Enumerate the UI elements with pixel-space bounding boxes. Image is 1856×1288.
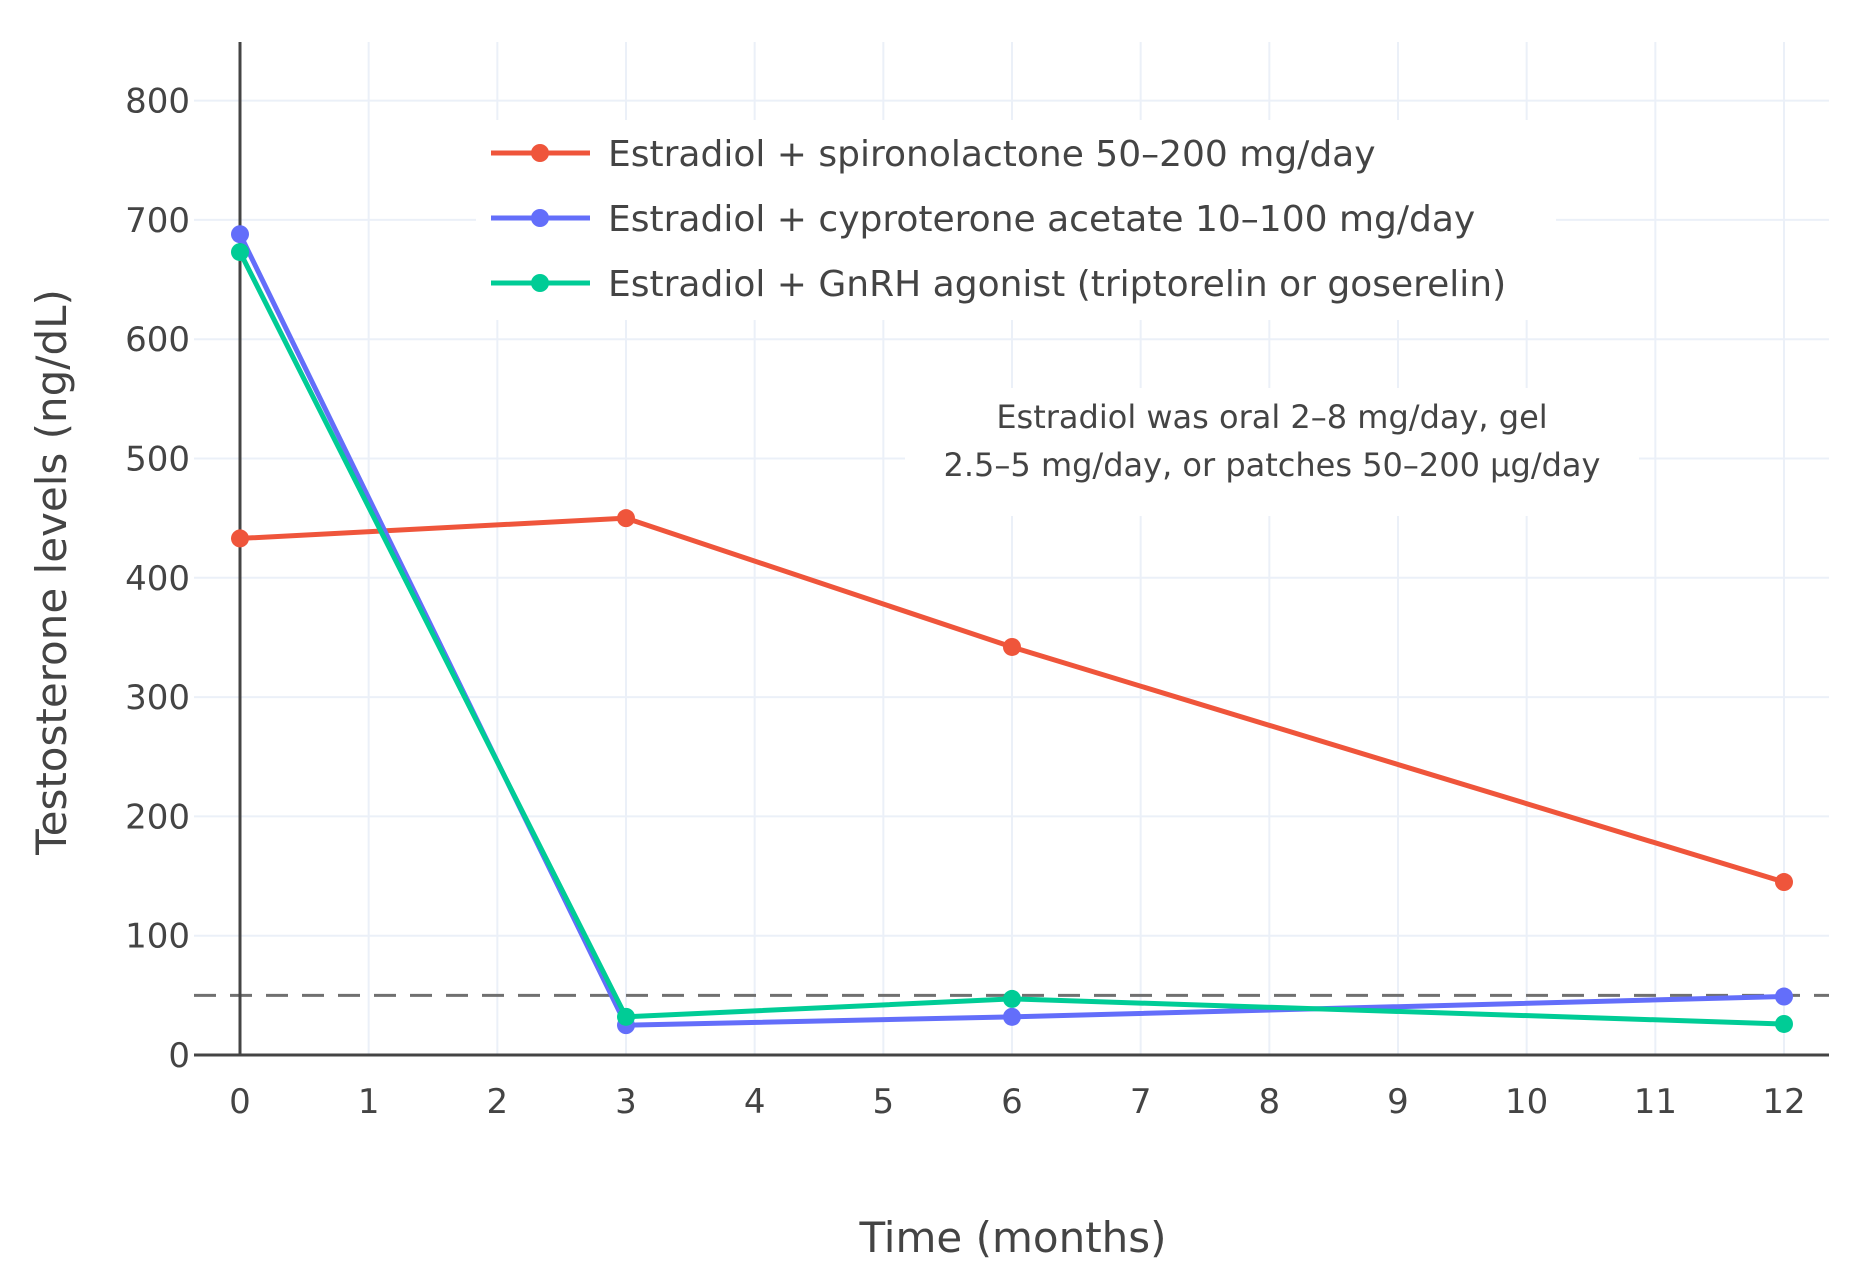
legend-swatch-marker [531,144,549,162]
legend-swatch-marker [531,209,549,227]
x-tick-label: 4 [744,1082,766,1122]
data-point [617,1007,635,1026]
data-point [1775,987,1793,1006]
annotation-background [905,388,1639,516]
y-tick-label: 500 [125,440,190,480]
legend-label: Estradiol + cyproterone acetate 10–100 m… [608,199,1475,240]
y-tick-label: 700 [125,201,190,241]
y-tick-label: 300 [125,678,190,718]
annotation-line-1: Estradiol was oral 2–8 mg/day, gel [996,398,1547,436]
y-axis-title: Testosterone levels (ng/dL) [27,289,76,856]
x-tick-label: 0 [229,1082,251,1122]
x-tick-label: 12 [1762,1082,1805,1122]
x-tick-label: 9 [1387,1082,1409,1122]
annotation: Estradiol was oral 2–8 mg/day, gel 2.5–5… [905,388,1639,516]
y-tick-label: 100 [125,917,190,957]
data-point [1775,1014,1793,1033]
x-tick-label: 11 [1634,1082,1677,1122]
data-point [617,509,635,528]
data-point [1003,1007,1021,1026]
x-tick-label: 5 [873,1082,895,1122]
x-tick-label: 8 [1259,1082,1281,1122]
data-point [1003,637,1021,656]
x-tick-label: 3 [615,1082,637,1122]
legend-label: Estradiol + GnRH agonist (triptorelin or… [608,264,1506,305]
series-line [239,515,1785,885]
axes: 0 1 2 3 4 5 6 7 8 9 10 11 12010020030040050060070080… [125,42,1829,1122]
x-tick-label: 10 [1505,1082,1548,1122]
y-tick-label: 800 [125,82,190,122]
series-line [237,250,1785,1027]
annotation-line-2: 2.5–5 mg/day, or patches 50–200 µg/day [944,446,1601,484]
x-tick-label: 7 [1130,1082,1152,1122]
y-tick-label: 600 [125,320,190,360]
data-point [231,529,249,548]
x-axis-title: Time (months) [858,1213,1166,1262]
data-point [231,225,249,244]
legend: Estradiol + spironolactone 50–200 mg/day… [476,120,1556,320]
data-point [1003,989,1021,1008]
series-group [231,225,1793,1035]
x-tick-label: 6 [1001,1082,1023,1122]
series-1 [231,509,1793,892]
legend-background [476,120,1556,320]
data-point [231,243,249,262]
y-tick-label: 0 [168,1036,190,1076]
legend-swatch-marker [531,274,549,292]
series-3 [231,243,1793,1033]
legend-label: Estradiol + spironolactone 50–200 mg/day [608,134,1376,175]
x-tick-label: 1 [358,1082,380,1122]
x-tick-label: 2 [487,1082,509,1122]
y-tick-label: 400 [125,559,190,599]
data-point [1775,873,1793,892]
y-tick-label: 200 [125,797,190,837]
